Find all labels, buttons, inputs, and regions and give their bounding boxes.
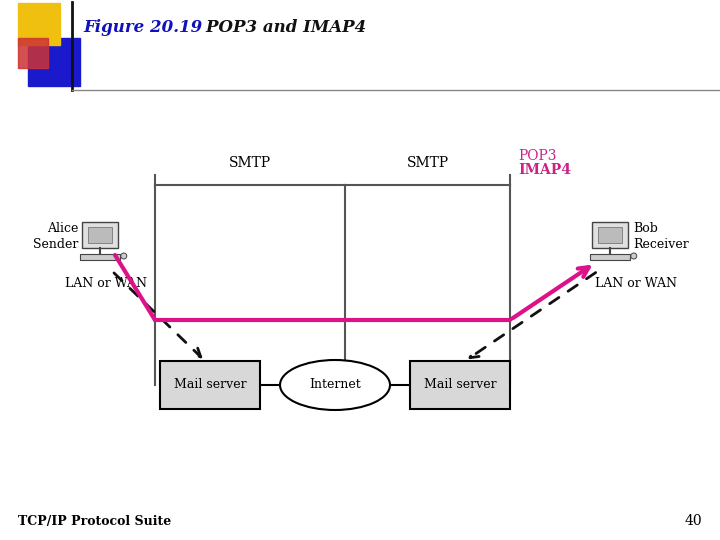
- Text: POP3: POP3: [518, 149, 557, 163]
- Bar: [410, 361, 510, 409]
- Text: SMTP: SMTP: [406, 156, 449, 170]
- Text: Mail server: Mail server: [174, 379, 246, 392]
- Text: Bob
Receiver: Bob Receiver: [633, 222, 689, 251]
- Text: TCP/IP Protocol Suite: TCP/IP Protocol Suite: [18, 515, 171, 528]
- Bar: [18, 38, 48, 68]
- Text: IMAP4: IMAP4: [518, 163, 571, 177]
- Bar: [89, 227, 112, 244]
- Bar: [590, 254, 630, 260]
- Text: LAN or WAN: LAN or WAN: [65, 277, 147, 290]
- Text: Internet: Internet: [309, 379, 361, 392]
- Ellipse shape: [280, 360, 390, 410]
- Text: Figure 20.19: Figure 20.19: [83, 19, 202, 37]
- Text: 40: 40: [685, 514, 702, 528]
- Bar: [592, 222, 628, 248]
- Text: SMTP: SMTP: [229, 156, 271, 170]
- Text: POP3 and IMAP4: POP3 and IMAP4: [183, 19, 366, 37]
- Bar: [80, 254, 120, 260]
- Text: Alice
Sender: Alice Sender: [32, 222, 78, 251]
- Text: LAN or WAN: LAN or WAN: [595, 277, 677, 290]
- Bar: [160, 361, 260, 409]
- Bar: [82, 222, 118, 248]
- Bar: [28, 38, 80, 86]
- Bar: [18, 3, 60, 45]
- Circle shape: [121, 253, 127, 259]
- Circle shape: [631, 253, 636, 259]
- Text: Mail server: Mail server: [423, 379, 496, 392]
- Bar: [598, 227, 621, 244]
